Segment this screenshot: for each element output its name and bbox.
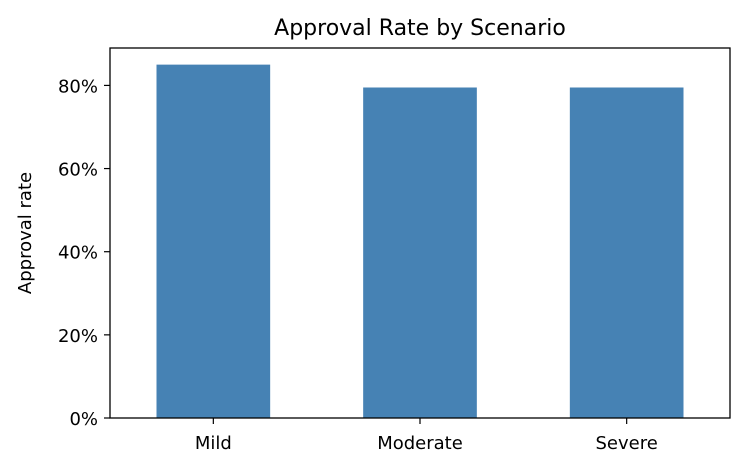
x-axis: Mild Moderate Severe: [195, 418, 658, 454]
y-tick-label: 0%: [69, 409, 98, 430]
bars-group: [156, 64, 684, 418]
y-axis-label: Approval rate: [15, 172, 36, 294]
x-tick-label: Mild: [195, 433, 232, 454]
bar-moderate: [363, 87, 477, 418]
y-tick-label: 40%: [58, 243, 98, 264]
x-tick-label: Severe: [596, 433, 658, 454]
y-tick-label: 60%: [58, 160, 98, 181]
y-axis: 0% 20% 40% 60% 80%: [58, 76, 110, 430]
bar-mild: [156, 64, 271, 418]
x-tick-label: Moderate: [377, 433, 463, 454]
chart-title: Approval Rate by Scenario: [274, 16, 566, 41]
y-tick-label: 80%: [58, 76, 98, 97]
y-tick-label: 20%: [58, 326, 98, 347]
plot-frame: [109, 47, 731, 419]
bar-severe: [569, 87, 684, 418]
